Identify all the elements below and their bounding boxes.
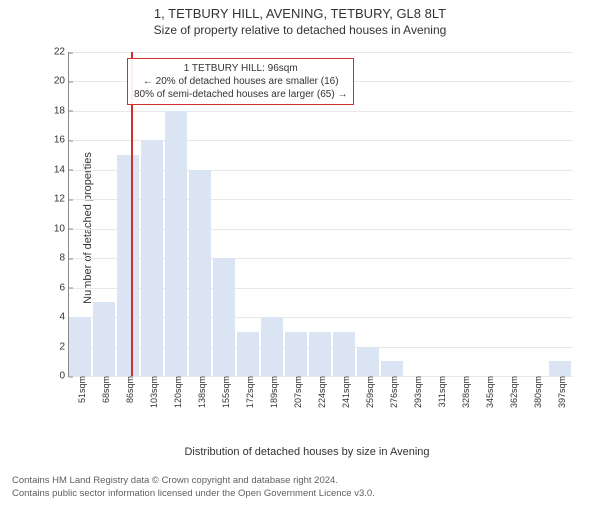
y-tick-label: 22 xyxy=(41,47,69,58)
x-tick-label: 155sqm xyxy=(217,376,231,408)
y-tick-label: 20 xyxy=(41,76,69,87)
annotation-line-3: 80% of semi-detached houses are larger (… xyxy=(134,88,347,101)
y-tick-label: 0 xyxy=(41,371,69,382)
page-title: 1, TETBURY HILL, AVENING, TETBURY, GL8 8… xyxy=(0,6,600,21)
annotation-line-2: ← 20% of detached houses are smaller (16… xyxy=(134,75,347,88)
x-tick-label: 380sqm xyxy=(529,376,543,408)
footer-line-1: Contains HM Land Registry data © Crown c… xyxy=(12,475,375,487)
x-tick-label: 293sqm xyxy=(409,376,423,408)
y-tick-label: 4 xyxy=(41,312,69,323)
annotation-box: 1 TETBURY HILL: 96sqm ← 20% of detached … xyxy=(127,58,354,105)
x-tick-label: 224sqm xyxy=(313,376,327,408)
histogram-bar xyxy=(549,361,571,376)
x-tick-label: 259sqm xyxy=(361,376,375,408)
x-tick-label: 172sqm xyxy=(241,376,255,408)
y-tick-label: 6 xyxy=(41,282,69,293)
gridline xyxy=(69,52,573,53)
x-tick-label: 68sqm xyxy=(97,376,111,403)
histogram-bar xyxy=(69,317,91,376)
y-tick-label: 14 xyxy=(41,164,69,175)
x-tick-label: 207sqm xyxy=(289,376,303,408)
x-tick-label: 86sqm xyxy=(121,376,135,403)
histogram-bar xyxy=(165,111,187,376)
plot-area: 1 TETBURY HILL: 96sqm ← 20% of detached … xyxy=(68,52,573,377)
histogram-bar xyxy=(93,302,115,376)
page-subtitle: Size of property relative to detached ho… xyxy=(0,23,600,37)
x-tick-label: 362sqm xyxy=(505,376,519,408)
x-tick-label: 397sqm xyxy=(553,376,567,408)
histogram-bar xyxy=(261,317,283,376)
x-tick-label: 103sqm xyxy=(145,376,159,408)
histogram-bar xyxy=(285,332,307,376)
x-tick-label: 51sqm xyxy=(73,376,87,403)
histogram-bar xyxy=(213,258,235,376)
y-tick-label: 8 xyxy=(41,253,69,264)
gridline xyxy=(69,111,573,112)
histogram-bar xyxy=(309,332,331,376)
footer: Contains HM Land Registry data © Crown c… xyxy=(12,475,375,500)
y-tick-label: 18 xyxy=(41,105,69,116)
y-tick-label: 2 xyxy=(41,341,69,352)
histogram-bar xyxy=(237,332,259,376)
histogram-bar xyxy=(333,332,355,376)
histogram-bar xyxy=(141,140,163,376)
histogram-bar xyxy=(117,155,139,376)
histogram-bar xyxy=(189,170,211,376)
x-tick-label: 138sqm xyxy=(193,376,207,408)
annotation-line-1: 1 TETBURY HILL: 96sqm xyxy=(134,62,347,75)
y-tick-label: 10 xyxy=(41,223,69,234)
x-tick-label: 345sqm xyxy=(481,376,495,408)
x-tick-label: 311sqm xyxy=(433,376,447,407)
y-tick-label: 12 xyxy=(41,194,69,205)
chart-container: Number of detached properties 1 TETBURY … xyxy=(42,52,572,404)
x-tick-label: 120sqm xyxy=(169,376,183,408)
x-tick-label: 189sqm xyxy=(265,376,279,408)
histogram-bar xyxy=(381,361,403,376)
y-tick-label: 16 xyxy=(41,135,69,146)
x-tick-label: 276sqm xyxy=(385,376,399,408)
x-tick-label: 241sqm xyxy=(337,376,351,408)
footer-line-2: Contains public sector information licen… xyxy=(12,488,375,500)
x-tick-label: 328sqm xyxy=(457,376,471,408)
histogram-bar xyxy=(357,347,379,376)
x-axis-label: Distribution of detached houses by size … xyxy=(184,446,429,458)
